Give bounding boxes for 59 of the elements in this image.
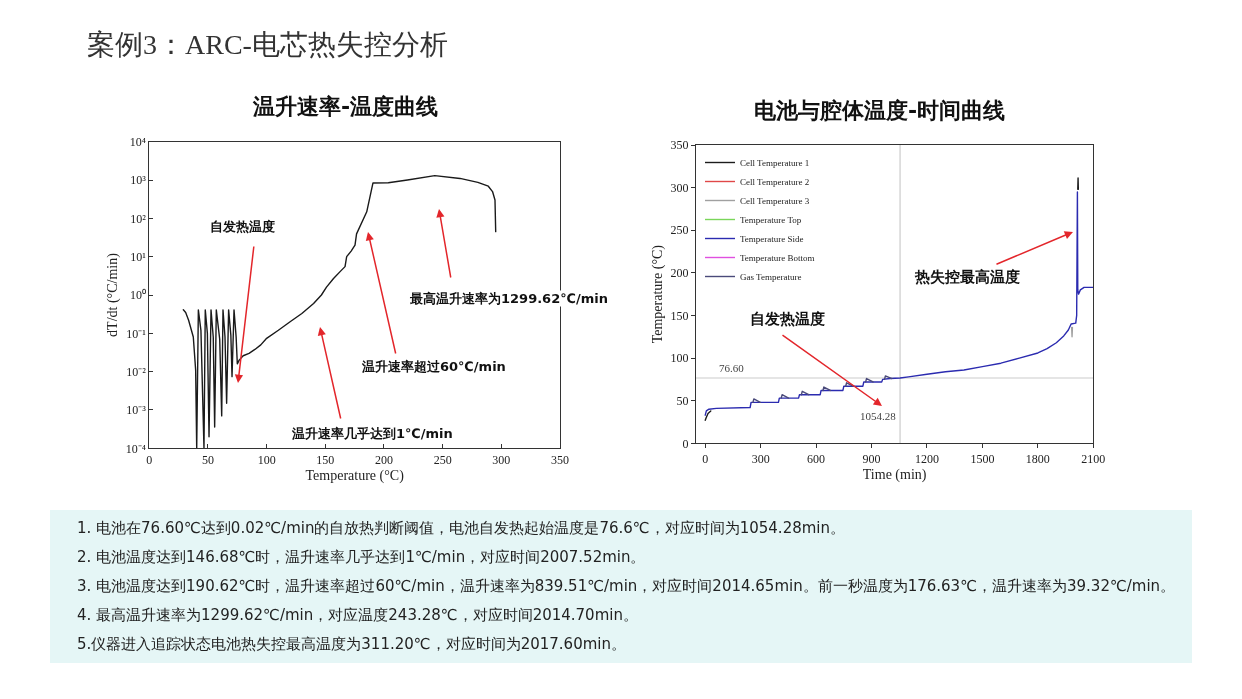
- x-tick-label: 350: [551, 452, 569, 467]
- y-tick-label: 250: [670, 223, 689, 238]
- y-tick-label: 10⁻¹: [126, 326, 147, 341]
- x-tick-label: 600: [807, 451, 826, 466]
- x-tick-label: 250: [433, 452, 452, 467]
- x-tick-label: 50: [201, 452, 214, 467]
- y-tick-label: 0: [682, 436, 689, 451]
- text: 1. 电池在76.60℃达到0.02℃/min的自放热判断阈值，电池自发热起始温度是76.6℃，对应时间为1054.28min。: [77, 519, 846, 537]
- x-tick-label: 1500: [970, 451, 995, 466]
- legend-label: Temperature Side: [740, 234, 804, 245]
- y-tick-label: 50: [676, 393, 689, 408]
- legend-label: Cell Temperature 3: [740, 196, 810, 207]
- y-tick-label: 100: [670, 351, 689, 366]
- chart-title: 温升速率-温度曲线: [252, 94, 439, 119]
- y-tick-label: 10⁻²: [126, 364, 147, 379]
- y-tick-label: 10⁴: [129, 134, 146, 149]
- annotation: 温升速率超过60℃/min: [361, 359, 506, 374]
- legend-label: Temperature Top: [740, 215, 802, 226]
- y-tick-label: 10⁰: [129, 288, 146, 303]
- x-axis-title: Temperature (°C): [305, 468, 405, 484]
- y-tick-label: 150: [670, 308, 689, 323]
- x-tick-label: 200: [374, 452, 393, 467]
- y-tick-label: 10⁻³: [126, 403, 147, 418]
- y-tick-label: 350: [670, 138, 689, 153]
- legend-label: Temperature Bottom: [740, 253, 815, 264]
- y-tick-label: 10²: [130, 211, 147, 226]
- x-tick-label: 300: [492, 452, 511, 467]
- y-tick-label: 10¹: [130, 249, 147, 264]
- annotation: 自发热温度: [210, 219, 275, 234]
- ref-line-label: 1054.28: [860, 410, 897, 422]
- y-tick-label: 10⁻⁴: [125, 441, 146, 456]
- annotation: 温升速率几乎达到1℃/min: [291, 426, 453, 441]
- annotation: 自发热温度: [750, 310, 825, 328]
- y-tick-label: 10³: [130, 173, 147, 188]
- legend-label: Gas Temperature: [740, 272, 802, 283]
- x-tick-label: 2100: [1081, 451, 1106, 466]
- legend-label: Cell Temperature 2: [740, 177, 810, 188]
- x-tick-label: 300: [751, 451, 770, 466]
- y-tick-label: 300: [670, 180, 689, 195]
- text: 4. 最高温升速率为1299.62℃/min，对应温度243.28℃，对应时间2014.70min。: [77, 606, 638, 624]
- y-tick-label: 200: [670, 266, 689, 281]
- ref-line-label: 76.60: [719, 362, 745, 374]
- annotation: 最高温升速率为1299.62℃/min: [409, 291, 608, 306]
- y-axis-title: dT/dt (°C/min): [105, 252, 122, 337]
- x-tick-label: 100: [257, 452, 276, 467]
- x-tick-label: 150: [316, 452, 335, 467]
- text: 5.仪器进入追踪状态电池热失控最高温度为311.20℃，对应时间为2017.60min。: [77, 635, 626, 653]
- y-axis-title: Temperature (°C): [650, 244, 667, 344]
- x-tick-label: 900: [862, 451, 881, 466]
- x-tick-label: 1800: [1025, 451, 1050, 466]
- text: 3. 电池温度达到190.62℃时，温升速率超过60℃/min，温升速率为839.51℃/min，对应时间2014.65min。前一秒温度为176.63℃，温升速率为39.32℃/min。: [77, 577, 1176, 595]
- legend-label: Cell Temperature 1: [740, 158, 810, 169]
- x-axis-title: Time (min): [862, 467, 927, 483]
- annotation: 热失控最高温度: [914, 268, 1020, 286]
- x-tick-label: 0: [702, 451, 709, 466]
- x-tick-label: 1200: [914, 451, 939, 466]
- text: 案例3：ARC-电芯热失控分析: [87, 29, 448, 60]
- text: 2. 电池温度达到146.68℃时，温升速率几乎达到1℃/min，对应时间2007.52min。: [77, 548, 646, 566]
- chart-title: 电池与腔体温度-时间曲线: [754, 98, 1006, 123]
